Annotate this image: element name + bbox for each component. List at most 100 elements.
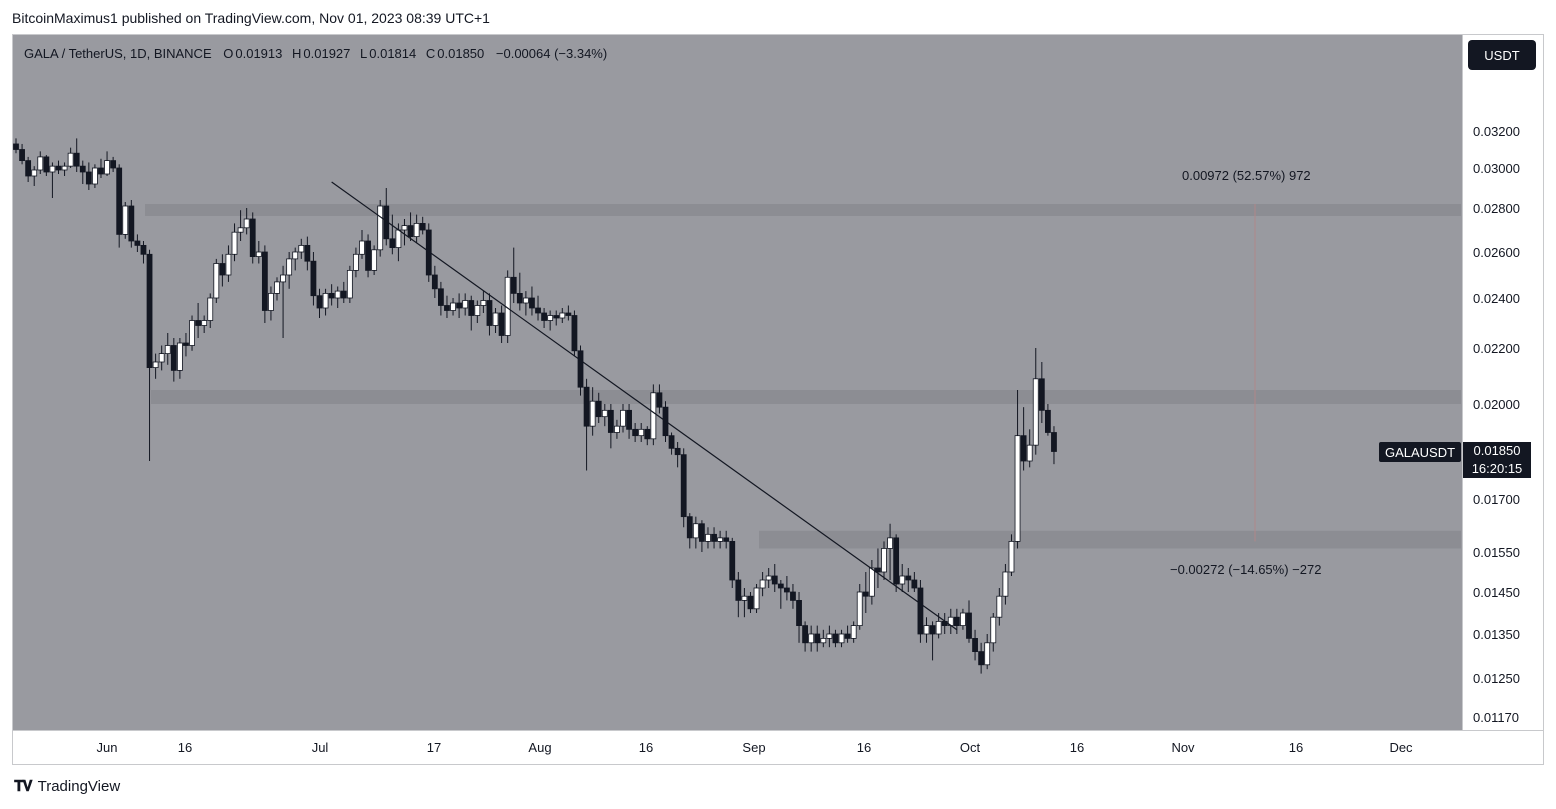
candle-body-133 xyxy=(820,638,827,644)
y-tick-label-7: 0.01700 xyxy=(1473,492,1520,507)
candle-body-59 xyxy=(371,249,378,271)
last-price: 0.01850 xyxy=(1473,443,1521,458)
candle-body-48 xyxy=(304,244,311,262)
candle-body-109 xyxy=(674,447,681,456)
candle-body-70 xyxy=(437,288,444,306)
candle-body-67 xyxy=(419,222,426,231)
x-tick-label-10: Nov xyxy=(1171,740,1195,755)
candle-body-19 xyxy=(128,205,135,242)
candle-body-163 xyxy=(1002,571,1009,597)
candle-body-106 xyxy=(656,392,663,408)
candle-body-156 xyxy=(960,612,966,627)
close-value: 0.01850 xyxy=(437,46,485,61)
candle-body-57 xyxy=(359,240,365,255)
price-axis[interactable] xyxy=(1463,34,1544,731)
close-label: C xyxy=(425,46,436,61)
x-tick-label-0: Jun xyxy=(97,740,118,755)
candle-body-171 xyxy=(1051,432,1057,452)
candle-body-56 xyxy=(353,253,359,271)
candle-body-144 xyxy=(887,537,893,549)
tradingview-logo-icon: 𝐓𝐕 xyxy=(14,778,33,795)
tradingview-logo[interactable]: 𝐓𝐕 TradingView xyxy=(14,778,120,795)
candle-body-127 xyxy=(783,587,790,593)
candle-body-99 xyxy=(614,425,620,433)
trendline xyxy=(331,181,958,631)
symbol-title[interactable]: GALA / TetherUS, 1D, BINANCE xyxy=(24,46,212,61)
candle-body-115 xyxy=(711,533,717,542)
candle-body-10 xyxy=(73,152,80,167)
logo-text: TradingView xyxy=(37,778,121,795)
candle-body-31 xyxy=(201,320,208,326)
currency-button[interactable]: USDT xyxy=(1468,40,1536,70)
candle-body-87 xyxy=(541,312,547,321)
candle-body-102 xyxy=(632,428,639,437)
candle-body-110 xyxy=(680,454,687,518)
candle-body-131 xyxy=(808,633,815,644)
candle-body-60 xyxy=(377,205,384,251)
candle-body-170 xyxy=(1045,409,1051,433)
candle-body-38 xyxy=(243,218,250,229)
candle-body-62 xyxy=(389,238,396,249)
candle-body-88 xyxy=(547,315,554,321)
candle-body-145 xyxy=(893,537,900,585)
candle-body-125 xyxy=(771,575,778,585)
candle-body-50 xyxy=(316,295,323,309)
y-tick-label-10: 0.01350 xyxy=(1473,627,1520,642)
candle-body-34 xyxy=(219,263,226,276)
candle-body-90 xyxy=(559,312,566,319)
candle-body-80 xyxy=(498,312,505,336)
candle-body-3 xyxy=(31,169,38,177)
candle-body-69 xyxy=(431,274,438,290)
candle-body-136 xyxy=(838,633,845,644)
candle-body-83 xyxy=(516,292,523,304)
x-tick-label-8: Oct xyxy=(960,740,981,755)
candle-body-103 xyxy=(638,428,645,437)
x-tick-label-5: 16 xyxy=(639,740,653,755)
zone-2 xyxy=(759,530,1461,549)
candle-body-165 xyxy=(1014,435,1021,542)
candle-body-141 xyxy=(868,567,875,597)
x-tick-label-11: 16 xyxy=(1289,740,1303,755)
time-axis[interactable] xyxy=(12,731,1463,765)
candle-body-161 xyxy=(990,616,997,644)
candle-body-63 xyxy=(395,229,402,249)
x-tick-label-12: Dec xyxy=(1389,740,1413,755)
high-label: H xyxy=(292,46,302,61)
candle-body-139 xyxy=(856,591,863,626)
low-value: 0.01814 xyxy=(369,46,417,61)
candle-body-113 xyxy=(699,523,705,542)
candle-body-79 xyxy=(492,312,499,326)
y-tick-label-9: 0.01450 xyxy=(1473,585,1520,600)
candle-body-76 xyxy=(474,305,481,316)
candle-body-21 xyxy=(140,244,147,255)
x-tick-label-7: 16 xyxy=(857,740,871,755)
candle-body-97 xyxy=(601,409,608,418)
candle-body-132 xyxy=(814,633,821,644)
candle-body-15 xyxy=(104,160,110,175)
candle-body-13 xyxy=(92,167,98,185)
candle-body-2 xyxy=(25,160,32,177)
candle-body-124 xyxy=(765,575,772,581)
candle-body-30 xyxy=(195,320,202,326)
candle-body-52 xyxy=(328,292,335,299)
change-value: −0.00064 (−3.34%) xyxy=(495,46,608,61)
open-label: O xyxy=(223,46,234,61)
y-tick-label-5: 0.02200 xyxy=(1473,341,1520,356)
candle-body-146 xyxy=(899,575,906,585)
y-tick-label-12: 0.01170 xyxy=(1473,710,1519,725)
chart-pane[interactable] xyxy=(12,34,1463,731)
candle-body-104 xyxy=(644,428,651,440)
candle-body-121 xyxy=(747,595,754,610)
candle-body-36 xyxy=(231,231,238,255)
y-tick-label-11: 0.01250 xyxy=(1473,671,1520,686)
candle-body-137 xyxy=(844,633,851,639)
candle-body-105 xyxy=(650,392,657,440)
y-tick-label-8: 0.01550 xyxy=(1473,545,1520,560)
candle-body-28 xyxy=(183,342,189,346)
candle-body-142 xyxy=(875,567,881,573)
candle-body-51 xyxy=(322,292,329,309)
candle-body-117 xyxy=(723,537,730,542)
candle-body-20 xyxy=(134,240,141,246)
candle-body-166 xyxy=(1020,435,1027,462)
candle-body-130 xyxy=(802,625,808,644)
